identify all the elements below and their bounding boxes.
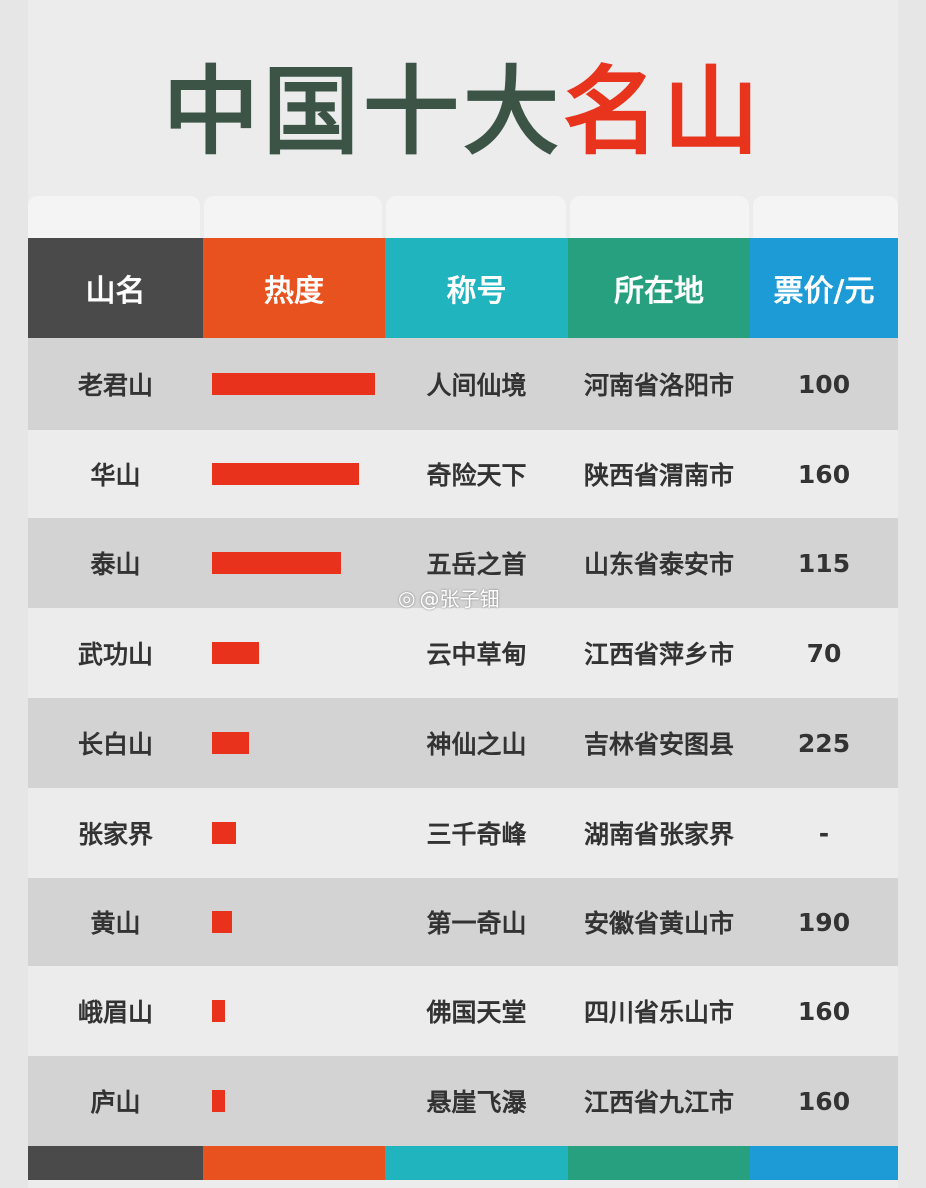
mountain-title: 五岳之首: [426, 550, 527, 579]
header-heat: 热度: [203, 238, 385, 338]
table-row: 黄山 第一奇山 安徽省黄山市 190: [28, 878, 898, 966]
mountain-location: 湖南省张家界: [583, 820, 734, 849]
mountain-name: 峨眉山: [77, 998, 153, 1027]
heat-cell: [203, 338, 385, 430]
title-part2: 名山: [563, 56, 763, 168]
mountain-location: 四川省乐山市: [583, 998, 734, 1027]
mountain-title: 悬崖飞瀑: [426, 1088, 527, 1117]
table-footer: [28, 1146, 898, 1180]
heat-cell: [203, 698, 385, 788]
header-location: 所在地: [568, 238, 750, 338]
table-row: 庐山 悬崖飞瀑 江西省九江市 160: [28, 1056, 898, 1146]
ticket-price: 190: [797, 907, 851, 937]
table-row: 华山 奇险天下 陕西省渭南市 160: [28, 430, 898, 518]
page-title: 中国十大名山: [0, 52, 926, 172]
weibo-icon: ◎: [398, 585, 416, 610]
mountain-name: 庐山: [90, 1088, 141, 1117]
mountain-location: 陕西省渭南市: [583, 461, 734, 490]
mountain-title: 人间仙境: [426, 371, 527, 400]
table-row: 张家界 三千奇峰 湖南省张家界 -: [28, 788, 898, 878]
mountain-location: 江西省萍乡市: [583, 640, 734, 669]
ticket-price: 160: [797, 459, 851, 489]
heat-bar: [212, 732, 250, 754]
heat-bar: [212, 463, 359, 485]
heat-cell: [203, 788, 385, 878]
ticket-price: 115: [797, 548, 851, 578]
mountain-title: 第一奇山: [426, 909, 527, 938]
ticket-price: -: [818, 818, 830, 848]
mountain-name: 长白山: [77, 730, 153, 759]
heat-bar: [212, 373, 375, 395]
title-part1: 中国十大: [163, 56, 563, 168]
heat-cell: [203, 966, 385, 1056]
mountain-title: 三千奇峰: [426, 820, 527, 849]
mountain-location: 河南省洛阳市: [583, 371, 734, 400]
mountain-name: 泰山: [90, 550, 141, 579]
mountain-name: 黄山: [90, 909, 141, 938]
heat-cell: [203, 430, 385, 518]
mountain-name: 张家界: [77, 820, 153, 849]
heat-bar: [212, 552, 341, 574]
watermark-text: @张子钿: [419, 587, 500, 611]
mountain-title: 神仙之山: [426, 730, 527, 759]
ticket-price: 70: [806, 638, 842, 668]
mountain-title: 佛国天堂: [426, 998, 527, 1027]
mountain-location: 山东省泰安市: [583, 550, 734, 579]
heat-bar: [212, 1090, 226, 1112]
ticket-price: 160: [797, 996, 851, 1026]
mountain-name: 武功山: [77, 640, 153, 669]
heat-cell: [203, 1056, 385, 1146]
mountain-title: 奇险天下: [426, 461, 527, 490]
heat-bar: [212, 642, 260, 664]
table-row: 长白山 神仙之山 吉林省安图县 225: [28, 698, 898, 788]
ticket-price: 160: [797, 1086, 851, 1116]
heat-bar: [212, 911, 232, 933]
mountain-name: 华山: [90, 461, 141, 490]
heat-cell: [203, 878, 385, 966]
table-row: 峨眉山 佛国天堂 四川省乐山市 160: [28, 966, 898, 1056]
table-header: 山名 热度 称号 所在地 票价/元: [28, 238, 898, 338]
mountain-name: 老君山: [77, 371, 153, 400]
header-name: 山名: [28, 238, 203, 338]
header-title: 称号: [385, 238, 568, 338]
heat-bar: [212, 822, 237, 844]
heat-bar: [212, 1000, 226, 1022]
mountain-title: 云中草甸: [426, 640, 527, 669]
heat-cell: [203, 608, 385, 698]
mountain-location: 吉林省安图县: [583, 730, 734, 759]
tab-strip: [28, 196, 899, 238]
table-row: 武功山 云中草甸 江西省萍乡市 70: [28, 608, 898, 698]
ticket-price: 225: [797, 728, 851, 758]
ticket-price: 100: [797, 369, 851, 399]
table-row: 老君山 人间仙境 河南省洛阳市 100: [28, 338, 898, 430]
header-price: 票价/元: [750, 238, 898, 338]
table-row: 泰山 五岳之首 山东省泰安市 115: [28, 518, 898, 608]
mountain-location: 安徽省黄山市: [583, 909, 734, 938]
mountain-location: 江西省九江市: [583, 1088, 734, 1117]
heat-cell: [203, 518, 385, 608]
watermark: ◎ @张子钿: [398, 583, 499, 612]
